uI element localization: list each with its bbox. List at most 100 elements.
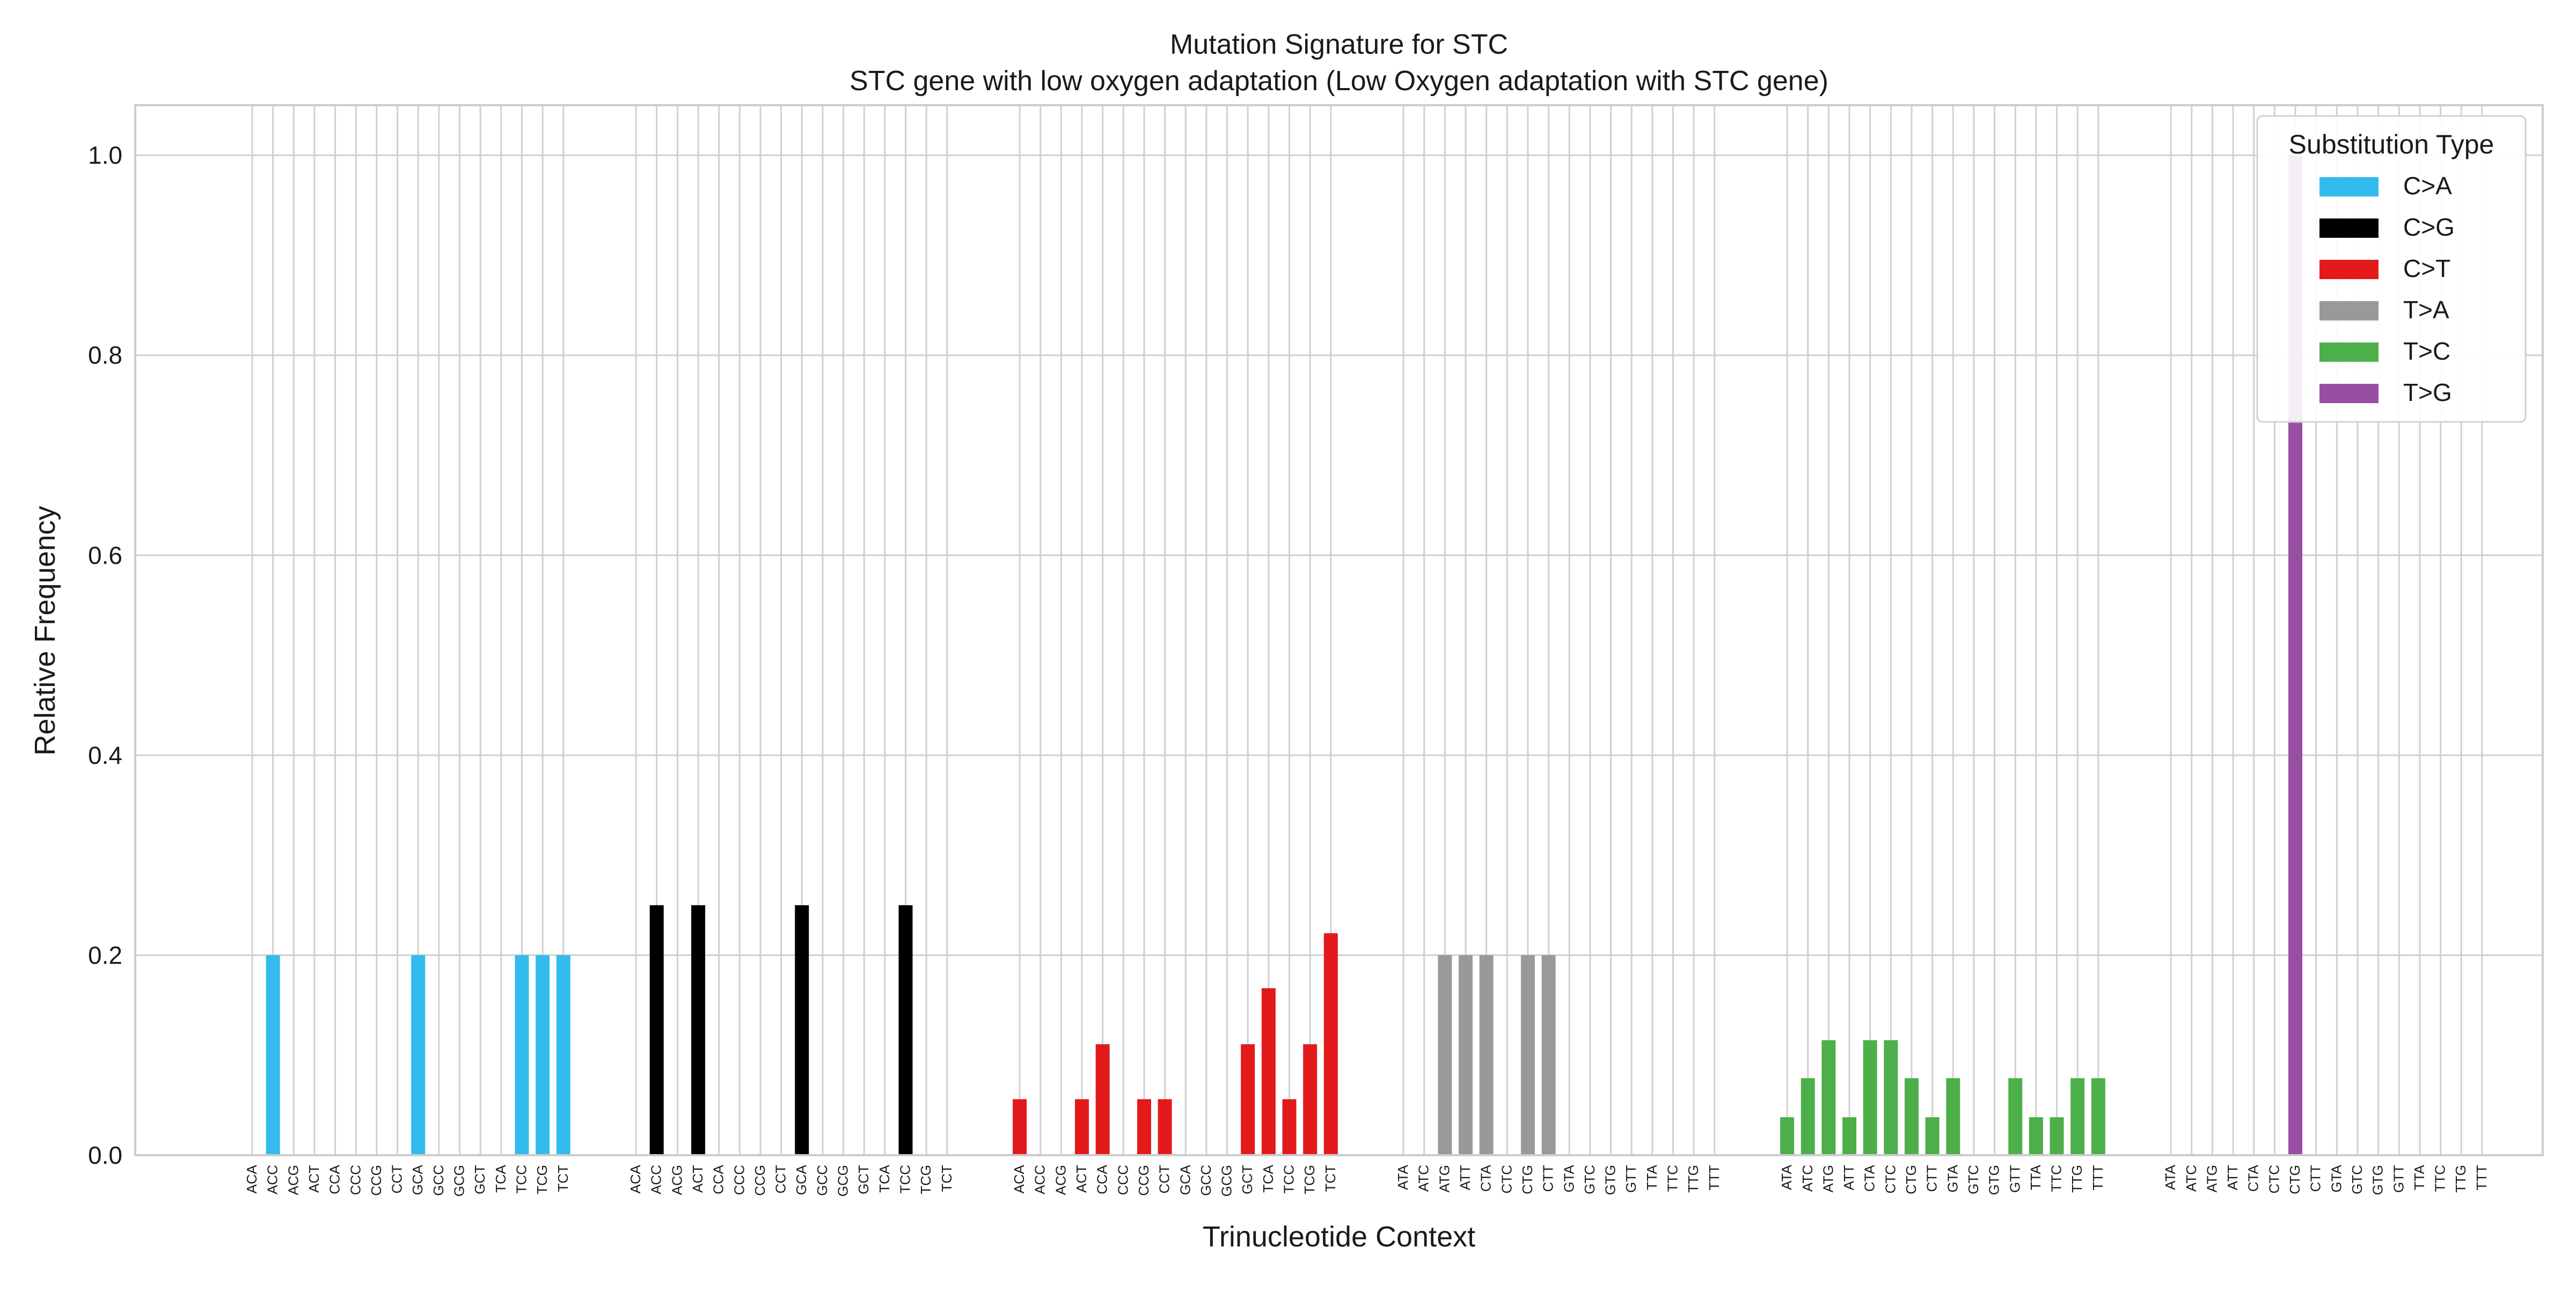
legend-entry-label: C>A <box>2403 172 2452 200</box>
bar-T-to-C-TTA <box>2029 1117 2043 1155</box>
x-tick-label: CCC <box>347 1165 363 1195</box>
x-tick-label: CTA <box>2245 1164 2262 1192</box>
x-tick-label: TTT <box>2473 1165 2490 1191</box>
x-tick-label: GTG <box>1986 1165 2002 1195</box>
x-tick-label: TTT <box>2090 1165 2106 1191</box>
x-tick-label: GCG <box>1219 1165 1235 1197</box>
x-tick-label: TCT <box>555 1165 571 1192</box>
legend-swatch <box>2319 342 2379 362</box>
plot-frame <box>134 104 2544 1156</box>
x-tick-label: ATC <box>1416 1165 1432 1192</box>
x-tick-label: ATG <box>1820 1165 1836 1193</box>
bar-C-to-G-ACC <box>649 905 664 1155</box>
legend-swatch <box>2319 301 2379 320</box>
x-tick-label: ACA <box>1011 1164 1027 1193</box>
bar-C-to-A-TCG <box>536 955 550 1155</box>
x-tick-label: GTC <box>1965 1165 1981 1194</box>
x-tick-label: ACT <box>306 1165 322 1193</box>
bar-T-to-C-CTG <box>1905 1078 1919 1155</box>
grid-layer <box>135 105 2543 1156</box>
x-tick-label: TTG <box>2453 1165 2469 1193</box>
x-tick-label: CTG <box>1519 1165 1535 1194</box>
bar-T-to-C-ATC <box>1801 1078 1815 1155</box>
x-tick-label: TTA <box>2028 1164 2044 1190</box>
bar-T-to-A-CTT <box>1541 955 1556 1155</box>
bar-T-to-A-CTA <box>1479 955 1494 1155</box>
x-tick-label: CCG <box>752 1165 768 1196</box>
x-tick-label: CCA <box>711 1164 727 1194</box>
x-tick-label: CCT <box>389 1165 405 1194</box>
x-tick-label: ATA <box>1779 1164 1795 1190</box>
x-tick-label: TCA <box>1260 1164 1276 1193</box>
x-tick-label: CCG <box>1136 1165 1152 1196</box>
x-tick-label: GTG <box>1602 1165 1619 1195</box>
bar-C-to-A-TCC <box>515 955 529 1155</box>
x-tick-label: ACC <box>648 1165 664 1194</box>
x-tick-label: GCG <box>835 1165 851 1197</box>
x-tick-label: ATG <box>1436 1165 1452 1193</box>
x-tick-label: ACT <box>690 1165 706 1193</box>
bar-T-to-C-CTT <box>1925 1117 1940 1155</box>
x-tick-label: TTG <box>1685 1165 1701 1193</box>
bar-T-to-C-GTT <box>2008 1078 2023 1155</box>
bar-T-to-A-CTG <box>1520 955 1535 1155</box>
x-tick-label: ACA <box>244 1164 260 1193</box>
bar-T-to-C-ATG <box>1821 1040 1836 1155</box>
x-tick-label: GCC <box>1198 1165 1214 1196</box>
x-tick-label: GCT <box>855 1165 872 1194</box>
x-tick-label: ATT <box>1841 1165 1857 1190</box>
legend-box <box>2256 115 2527 423</box>
x-tick-label: CTT <box>1924 1165 1940 1192</box>
x-tick-label: CTG <box>1903 1165 1919 1194</box>
x-tick-label: CTA <box>1478 1164 1494 1192</box>
bar-C-to-G-ACT <box>691 905 705 1155</box>
x-tick-label: GCT <box>472 1165 488 1194</box>
legend-entry-label: T>C <box>2403 337 2450 365</box>
x-tick-label: ATT <box>2224 1165 2241 1190</box>
x-tick-label: TCA <box>876 1164 892 1193</box>
x-axis-label: Trinucleotide Context <box>1203 1221 1475 1253</box>
x-tick-label: TCC <box>513 1165 529 1193</box>
x-tick-label: ATC <box>2183 1165 2199 1192</box>
x-tick-label: ATT <box>1457 1165 1473 1190</box>
bar-T-to-C-TTC <box>2050 1117 2064 1155</box>
bar-C-to-T-ACT <box>1075 1099 1089 1155</box>
x-tick-label: GCA <box>1177 1164 1193 1195</box>
x-tick-label: GCC <box>430 1165 447 1196</box>
bar-C-to-G-GCA <box>795 905 809 1155</box>
x-tick-label: TCC <box>897 1165 913 1193</box>
bar-C-to-T-CCG <box>1137 1099 1151 1155</box>
x-tick-label: CTG <box>2287 1165 2303 1194</box>
legend-swatch <box>2319 384 2379 403</box>
x-tick-label: CCC <box>1115 1165 1131 1195</box>
x-tick-label: CCA <box>327 1164 343 1194</box>
bar-C-to-T-GCT <box>1241 1044 1255 1155</box>
y-tick-label: 0.6 <box>88 541 122 569</box>
legend: Substitution Type C>A C>G C>T T>A T>C T>G <box>2256 115 2527 423</box>
x-tick-label: GTT <box>1623 1165 1639 1193</box>
x-tick-label: ACC <box>1032 1165 1048 1194</box>
x-tick-label: GTG <box>2370 1165 2386 1195</box>
bar-T-to-A-ATT <box>1459 955 1473 1155</box>
x-tick-label: TTA <box>2411 1164 2427 1190</box>
legend-entry-label: T>A <box>2403 296 2449 324</box>
y-tick-label: 0.2 <box>88 941 122 969</box>
bar-T-to-C-CTA <box>1863 1040 1877 1155</box>
x-tick-label: GTT <box>2007 1165 2023 1193</box>
x-tick-label: CTC <box>1498 1165 1514 1193</box>
x-tick-label: GTT <box>2390 1165 2406 1193</box>
x-tick-label: TCC <box>1281 1165 1297 1193</box>
bar-T-to-C-TTG <box>2070 1078 2085 1155</box>
legend-swatch <box>2319 177 2379 196</box>
x-tick-label: ATA <box>2162 1164 2178 1190</box>
bar-T-to-C-ATA <box>1780 1117 1795 1155</box>
bar-C-to-A-TCT <box>556 955 570 1155</box>
x-tick-label: TTG <box>2069 1165 2085 1193</box>
x-tick-label: ACA <box>627 1164 643 1193</box>
x-tick-label: GTA <box>2328 1164 2344 1192</box>
x-tick-label: TCT <box>939 1165 955 1192</box>
x-tick-label: GCC <box>814 1165 830 1196</box>
bar-C-to-T-TCA <box>1261 988 1276 1155</box>
x-tick-label: TTT <box>1706 1165 1722 1191</box>
